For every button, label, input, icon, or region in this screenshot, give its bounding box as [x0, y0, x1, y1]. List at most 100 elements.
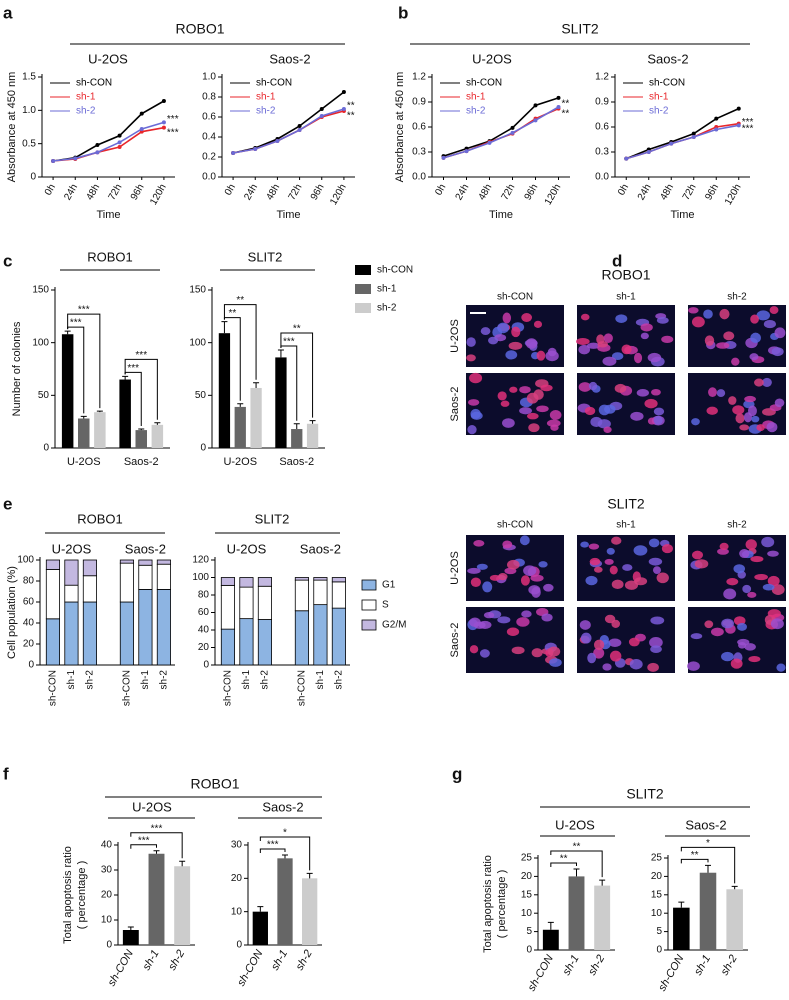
error-bar — [573, 868, 580, 877]
y-tick-label: 0.5 — [22, 138, 36, 149]
nucleus — [519, 386, 531, 394]
bar-segment — [82, 601, 97, 666]
x-tick-label: 24h — [242, 182, 260, 202]
nucleus — [521, 610, 532, 618]
nucleus — [750, 332, 761, 344]
nucleus — [661, 335, 674, 344]
nucleus — [505, 350, 518, 360]
nucleus — [498, 573, 508, 581]
legend-swatch — [361, 619, 377, 631]
x-tick-label: sh-CON — [106, 948, 136, 988]
nucleus — [744, 395, 756, 403]
x-tick-label: 48h — [477, 182, 495, 202]
significance: ** — [562, 99, 570, 110]
error-bar — [306, 872, 313, 879]
panel-label: d — [612, 251, 622, 270]
significance: *** — [167, 114, 179, 125]
x-tick-label: 96h — [309, 182, 327, 202]
significance: ** — [562, 108, 570, 119]
nucleus — [756, 424, 765, 432]
nucleus — [774, 398, 785, 408]
nucleus — [771, 584, 785, 596]
nucleus — [480, 327, 491, 336]
error-bar — [96, 410, 103, 413]
nucleus — [469, 372, 483, 384]
x-tick-label: 48h — [84, 182, 102, 202]
micrograph-title: SLIT2 — [607, 496, 645, 512]
chart-title: SLIT2 — [255, 511, 290, 526]
nucleus — [747, 405, 757, 417]
series-line — [625, 107, 740, 160]
nucleus — [589, 557, 601, 566]
nucleus — [719, 308, 730, 320]
x-tick-label: sh-CON — [235, 948, 265, 988]
x-tick-label: sh-CON — [122, 670, 133, 706]
nucleus — [611, 536, 622, 545]
x-tick-label: sh-CON — [223, 670, 234, 706]
nucleus — [721, 618, 734, 629]
x-tick-label: sh-CON — [526, 953, 556, 993]
significance-bracket — [259, 836, 311, 871]
significance-bracket — [680, 858, 709, 864]
nucleus — [716, 389, 726, 398]
legend-label: sh-CON — [466, 78, 502, 89]
point — [73, 156, 78, 161]
column-label: sh-1 — [616, 520, 636, 531]
nucleus — [728, 396, 737, 405]
panel-label: b — [398, 3, 408, 22]
nucleus — [770, 618, 784, 630]
bar — [234, 406, 246, 448]
nucleus — [611, 352, 624, 361]
bar-segment — [64, 601, 79, 666]
point — [556, 105, 561, 109]
bar — [61, 334, 74, 448]
nucleus — [754, 573, 768, 581]
y-tick-label: 25 — [521, 853, 533, 864]
row-label: U-2OS — [449, 551, 461, 585]
x-tick-label: 0h — [223, 182, 238, 197]
nucleus — [470, 577, 481, 587]
nucleus — [590, 416, 603, 427]
nucleus — [747, 591, 757, 598]
point — [231, 151, 236, 155]
nucleus — [578, 382, 592, 392]
y-tick-label: 80 — [198, 590, 210, 601]
nucleus — [732, 405, 745, 415]
point — [117, 140, 122, 145]
nucleus — [742, 584, 752, 594]
bar-segment — [239, 586, 254, 620]
point — [341, 90, 346, 94]
chart-title: Saos-2 — [269, 51, 310, 66]
nucleus — [519, 407, 532, 415]
nucleus — [692, 550, 704, 560]
legend-label: sh-1 — [377, 284, 397, 295]
y-tick-label: 25 — [651, 853, 663, 864]
nucleus — [648, 557, 663, 566]
nucleus — [523, 565, 537, 576]
nucleus — [588, 543, 600, 550]
nucleus — [528, 423, 540, 433]
significance: ** — [236, 295, 244, 306]
x-tick-label: sh-1 — [140, 670, 151, 690]
y-tick-label: 0 — [43, 443, 49, 454]
nucleus — [703, 309, 713, 319]
nucleus — [466, 354, 476, 362]
error-bar — [127, 926, 134, 930]
group-label: U-2OS — [227, 541, 267, 556]
nucleus — [489, 574, 501, 581]
bar-segment — [64, 559, 79, 586]
bar — [673, 907, 690, 950]
point — [441, 155, 446, 160]
nucleus — [578, 344, 591, 355]
error-bar — [547, 921, 554, 930]
row-label: U-2OS — [449, 319, 461, 353]
point — [319, 114, 324, 118]
point — [161, 99, 166, 103]
significance: *** — [267, 840, 279, 851]
error-bar — [122, 375, 129, 380]
y-tick-label: 0.9 — [595, 97, 609, 108]
point — [669, 141, 674, 146]
x-tick-label: 72h — [287, 182, 305, 202]
panel-header: ROBO1 — [190, 776, 239, 792]
y-tick-label: 0 — [203, 660, 209, 671]
